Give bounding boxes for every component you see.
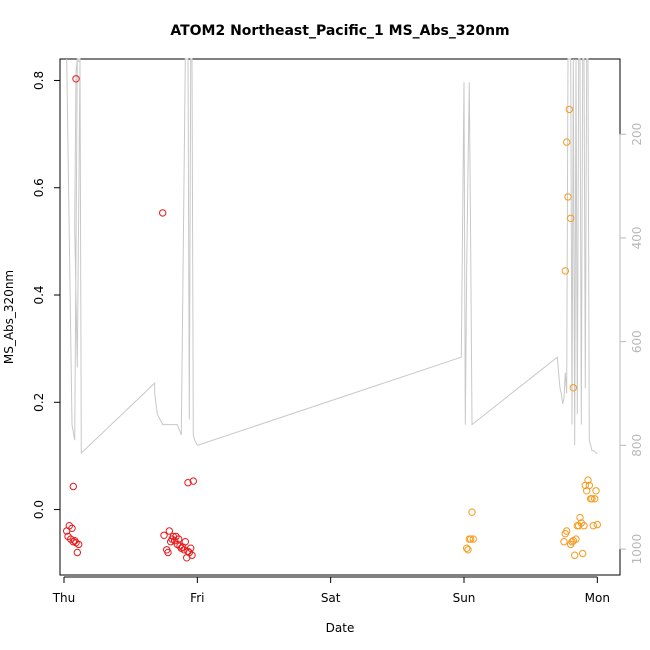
chart-title: ATOM2 Northeast_Pacific_1 MS_Abs_320nm <box>170 23 509 39</box>
data-point <box>467 535 475 543</box>
data-point <box>560 538 568 546</box>
data-point <box>175 535 183 543</box>
y2-tick-label: 800 <box>630 434 644 457</box>
x-axis: Thu Fri Sat Sun Mon <box>52 576 610 605</box>
data-point <box>171 537 179 545</box>
data-point <box>468 508 476 516</box>
y-tick-label: 0.0 <box>32 500 46 519</box>
data-point <box>75 540 83 549</box>
gray-line-series <box>66 57 598 455</box>
data-point <box>71 537 79 545</box>
data-point <box>165 527 174 535</box>
data-point <box>187 544 195 552</box>
gray-line-segment <box>197 58 598 454</box>
plot-frame <box>59 58 621 576</box>
data-point <box>584 476 592 484</box>
y-axis-label: MS_Abs_320nm <box>2 270 16 364</box>
data-point <box>463 544 471 552</box>
data-point <box>593 520 601 529</box>
data-point <box>159 209 167 217</box>
x-tick-label: Sat <box>321 591 341 605</box>
x-tick-label: Mon <box>585 591 610 605</box>
data-point <box>73 548 82 557</box>
y-tick-label: 0.6 <box>32 178 46 197</box>
y-tick-label: 0.8 <box>32 71 46 90</box>
data-point <box>589 522 597 530</box>
y2-tick-label: 600 <box>630 330 644 353</box>
x-tick-label: Sun <box>453 591 476 605</box>
data-point <box>569 384 577 392</box>
data-point <box>464 546 472 554</box>
data-point <box>572 535 580 543</box>
gray-line-segment <box>66 57 198 455</box>
y2-tick-label: 200 <box>630 123 644 146</box>
data-point <box>563 138 571 146</box>
data-point <box>72 75 80 83</box>
y-axis: 0.0 0.2 0.4 0.6 0.8 <box>32 71 61 519</box>
x-tick-label: Fri <box>190 591 204 605</box>
data-point <box>585 481 593 490</box>
data-point <box>568 538 576 546</box>
data-point <box>579 549 587 558</box>
data-point <box>69 482 78 491</box>
data-point <box>67 535 75 543</box>
data-point <box>580 522 588 530</box>
y2-axis: 200 400 600 800 1000 <box>619 123 644 565</box>
data-point <box>68 524 76 532</box>
y2-tick-label: 400 <box>630 226 644 249</box>
scatter-points <box>62 75 601 562</box>
data-point <box>563 527 571 535</box>
data-point <box>576 513 584 522</box>
data-point <box>181 538 190 546</box>
y-tick-label: 0.4 <box>32 285 46 304</box>
x-axis-label: Date <box>326 621 355 635</box>
y2-tick-label: 1000 <box>630 534 644 565</box>
x-tick-label: Thu <box>52 591 76 605</box>
data-point <box>592 487 600 495</box>
data-point <box>588 495 596 503</box>
data-point <box>591 495 599 503</box>
data-point <box>188 551 196 559</box>
data-point <box>565 105 573 114</box>
data-point <box>567 214 575 223</box>
data-point <box>189 477 198 485</box>
data-point <box>184 479 192 487</box>
data-point <box>561 267 569 275</box>
data-point <box>564 193 572 201</box>
data-point <box>469 535 477 543</box>
y-tick-label: 0.2 <box>32 393 46 412</box>
data-point <box>160 531 168 539</box>
data-point <box>164 548 172 557</box>
data-point <box>571 551 579 559</box>
